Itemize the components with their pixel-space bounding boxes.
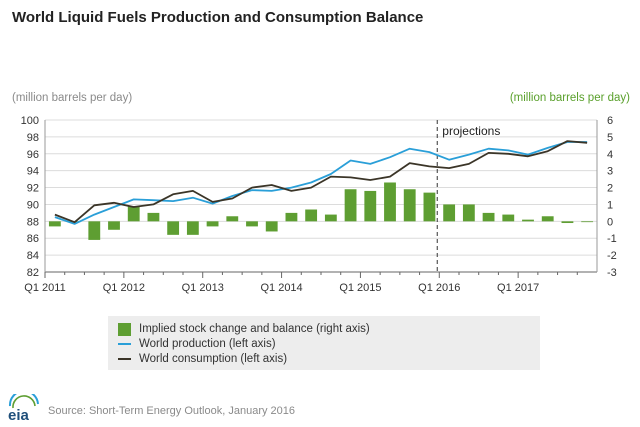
right-tick-label: 0 bbox=[607, 216, 613, 228]
legend: Implied stock change and balance (right … bbox=[108, 316, 540, 370]
consumption-line bbox=[54, 140, 588, 224]
x-tick-label: Q1 2012 bbox=[103, 282, 145, 294]
x-tick-label: Q1 2016 bbox=[418, 282, 460, 294]
legend-label: World consumption (left axis) bbox=[139, 353, 288, 365]
stock-change-bar bbox=[482, 212, 495, 222]
right-tick-label: 3 bbox=[607, 166, 613, 178]
left-tick-label: 90 bbox=[27, 199, 39, 211]
stock-change-bar bbox=[127, 206, 140, 222]
legend-label: World production (left axis) bbox=[139, 338, 276, 350]
bar-series bbox=[48, 182, 594, 240]
left-tick-label: 84 bbox=[27, 250, 39, 262]
left-tick-label: 98 bbox=[27, 132, 39, 144]
eia-logo: eia bbox=[8, 394, 39, 422]
stock-change-bar bbox=[226, 216, 239, 222]
legend-swatch-line bbox=[118, 343, 131, 345]
stock-change-bar bbox=[246, 221, 258, 227]
chart-title: World Liquid Fuels Production and Consum… bbox=[12, 9, 424, 26]
x-tick-label: Q1 2013 bbox=[182, 282, 224, 294]
right-tick-label: 1 bbox=[607, 199, 613, 211]
x-tick-label: Q1 2017 bbox=[497, 282, 539, 294]
stock-change-bar bbox=[403, 189, 416, 222]
stock-change-bar bbox=[147, 212, 160, 222]
stock-change-bar bbox=[364, 190, 377, 222]
stock-change-bar bbox=[502, 214, 515, 222]
stock-change-bar bbox=[561, 221, 574, 224]
stock-change-bar bbox=[423, 192, 436, 222]
right-tick-label: 5 bbox=[607, 132, 613, 144]
stock-change-bar bbox=[344, 189, 357, 222]
left-axis-unit-label: (million barrels per day) bbox=[12, 92, 133, 104]
left-tick-label: 86 bbox=[27, 233, 39, 245]
stock-change-bar bbox=[167, 221, 180, 235]
legend-item-consumption: World consumption (left axis) bbox=[118, 351, 287, 367]
legend-item-production: World production (left axis) bbox=[118, 336, 276, 352]
line-series bbox=[54, 140, 588, 225]
stock-change-bar bbox=[206, 221, 219, 227]
left-tick-label: 92 bbox=[27, 183, 39, 195]
x-tick-label: Q1 2015 bbox=[339, 282, 381, 294]
grid-lines bbox=[45, 119, 597, 273]
production-line bbox=[54, 141, 588, 225]
right-tick-label: -3 bbox=[607, 267, 617, 279]
logo-text: eia bbox=[8, 407, 30, 422]
stock-change-bar bbox=[541, 216, 554, 222]
legend-swatch-bar bbox=[118, 322, 131, 336]
left-tick-label: 94 bbox=[27, 166, 39, 178]
right-tick-label: 6 bbox=[607, 115, 613, 127]
left-tick-label: 100 bbox=[21, 115, 39, 127]
legend-item-stock-change: Implied stock change and balance (right … bbox=[118, 321, 370, 337]
right-tick-label: -1 bbox=[607, 233, 617, 245]
stock-change-bar bbox=[285, 212, 298, 222]
left-tick-label: 88 bbox=[27, 216, 39, 228]
legend-label: Implied stock change and balance (right … bbox=[139, 323, 370, 335]
stock-change-bar bbox=[108, 221, 120, 230]
stock-change-bar bbox=[48, 221, 61, 227]
right-axis-unit-label: (million barrels per day) bbox=[509, 92, 630, 104]
left-tick-label: 96 bbox=[27, 149, 39, 161]
stock-change-bar bbox=[265, 221, 278, 232]
stock-change-bar bbox=[88, 221, 101, 240]
stock-change-bar bbox=[186, 221, 199, 235]
right-tick-label: 2 bbox=[607, 183, 613, 195]
axes bbox=[44, 120, 598, 278]
stock-change-bar bbox=[384, 182, 396, 222]
stock-change-bar bbox=[581, 221, 594, 223]
x-tick-label: Q1 2011 bbox=[24, 282, 65, 294]
stock-change-bar bbox=[462, 204, 475, 222]
left-tick-label: 82 bbox=[27, 267, 39, 279]
stock-change-bar bbox=[305, 209, 318, 222]
tick-labels: 82 84 86 88 90 92 94 96 98 100 -3 -2 -1 0 1 2 3 4 5 6 Q1 201… bbox=[21, 115, 617, 294]
stock-change-bar bbox=[443, 204, 456, 222]
right-tick-label: 4 bbox=[607, 149, 613, 161]
stock-change-bar bbox=[324, 214, 337, 222]
projection-label: projections bbox=[442, 124, 500, 138]
x-tick-label: Q1 2014 bbox=[260, 282, 302, 294]
stock-change-bar bbox=[522, 219, 534, 222]
source-note: Source: Short-Term Energy Outlook, Janua… bbox=[48, 405, 296, 417]
legend-swatch-line bbox=[118, 358, 131, 360]
right-tick-label: -2 bbox=[607, 250, 617, 262]
